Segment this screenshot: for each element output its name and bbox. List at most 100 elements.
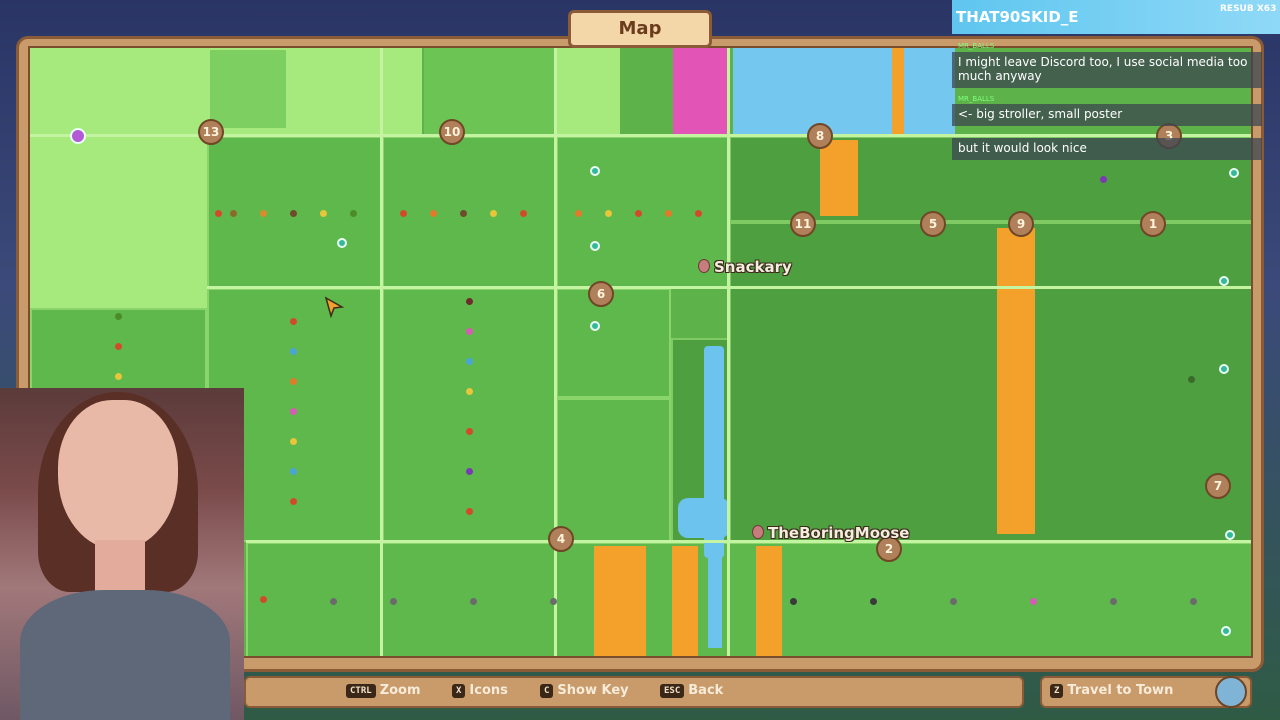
plot-6 [556,288,671,398]
orange-plot-5 [756,546,782,656]
crop-icon [290,468,297,475]
crop-icon [290,438,297,445]
plot-mid-2 [382,288,556,542]
plot-number[interactable]: 10 [439,119,465,145]
field-patch [210,50,286,128]
orange-plot-3 [594,546,646,656]
crop-icon [605,210,612,217]
key-badge: Z [1050,684,1064,698]
crop-icon [466,508,473,515]
path-v1 [380,48,383,656]
icons-button[interactable]: X Icons [452,683,508,701]
player-pin-icon [752,525,764,539]
crop-icon [490,210,497,217]
player-label-theboringmoose[interactable]: TheBoringMoose [752,524,909,542]
chat-resub-badge: RESUB X63 [1220,4,1277,14]
crop-icon [550,598,557,605]
plot-number[interactable]: 5 [920,211,946,237]
player-pin-icon [698,259,710,273]
pond [678,498,730,538]
show-key-button[interactable]: C Show Key [540,683,629,701]
webcam-face [58,400,178,550]
crop-icon [1188,376,1195,383]
path-v2 [554,48,557,656]
crop-icon [290,348,297,355]
waypoint-icon[interactable] [1219,364,1229,374]
crop-icon [115,313,122,320]
crop-icon [790,598,797,605]
travel-to-town-button[interactable]: Z Travel to Town [1050,683,1173,698]
crop-icon [695,210,702,217]
path-v3 [727,48,730,656]
travel-label: Travel to Town [1067,683,1174,698]
orange-plot-4 [672,546,698,656]
plot-number[interactable]: 6 [588,281,614,307]
waypoint-icon[interactable] [1219,276,1229,286]
crop-icon [390,598,397,605]
waypoint-icon[interactable] [1221,626,1231,636]
icons-label: Icons [469,683,508,698]
home-marker-icon[interactable] [70,128,86,144]
field-light-4 [555,48,620,136]
plot-number[interactable]: 8 [807,123,833,149]
back-button[interactable]: ESC Back [660,683,723,701]
crop-icon [1030,598,1037,605]
player-name: Snackary [714,258,792,276]
crop-icon [320,210,327,217]
plot-6b [556,398,671,542]
webcam-shirt [20,590,230,720]
waypoint-icon[interactable] [1229,168,1239,178]
field-light-1 [30,48,207,308]
crop-icon [290,318,297,325]
waypoint-icon[interactable] [590,166,600,176]
crop-icon [1100,176,1107,183]
crop-icon [400,210,407,217]
key-badge: ESC [660,684,685,698]
waypoint-icon[interactable] [1225,530,1235,540]
globe-icon[interactable] [1215,676,1247,708]
chat-username: THAT90SKID_E [956,8,1079,26]
key-badge: X [452,684,466,698]
waypoint-icon[interactable] [337,238,347,248]
plot-number[interactable]: 11 [790,211,816,237]
waypoint-icon[interactable] [590,321,600,331]
crop-icon [430,210,437,217]
cursor-icon [324,296,344,318]
crop-icon [260,210,267,217]
chat-message: but it would look nice [952,138,1262,160]
chat-author: MR_BALLS [958,42,995,50]
plot-number[interactable]: 4 [548,526,574,552]
orange-strip-top [892,48,904,134]
crop-icon [290,498,297,505]
zoom-button[interactable]: CTRL Zoom [346,683,421,701]
plot-number[interactable]: 9 [1008,211,1034,237]
orange-plot-1 [820,140,858,216]
crop-icon [466,358,473,365]
crop-icon [470,598,477,605]
player-label-snackary[interactable]: Snackary [698,258,792,276]
field-light-3 [382,48,422,136]
waypoint-icon[interactable] [590,241,600,251]
crop-icon [950,598,957,605]
crop-icon [1190,598,1197,605]
crop-icon [466,468,473,475]
plot-east [729,222,1251,542]
crop-icon [466,428,473,435]
crop-icon [330,598,337,605]
river-south [708,538,722,648]
travel-to-town-bar [1040,676,1252,708]
plot-10 [382,136,556,288]
player-name: TheBoringMoose [768,524,910,542]
orange-plot-2 [997,228,1035,534]
plot-number[interactable]: 7 [1205,473,1231,499]
map-title: Map [568,10,712,48]
crop-icon [466,298,473,305]
crop-icon [260,596,267,603]
plot-number[interactable]: 1 [1140,211,1166,237]
zoom-label: Zoom [379,683,421,698]
crop-icon [115,343,122,350]
crop-icon [466,328,473,335]
path-south [246,540,1251,543]
plot-number[interactable]: 13 [198,119,224,145]
plot-number[interactable]: 2 [876,536,902,562]
